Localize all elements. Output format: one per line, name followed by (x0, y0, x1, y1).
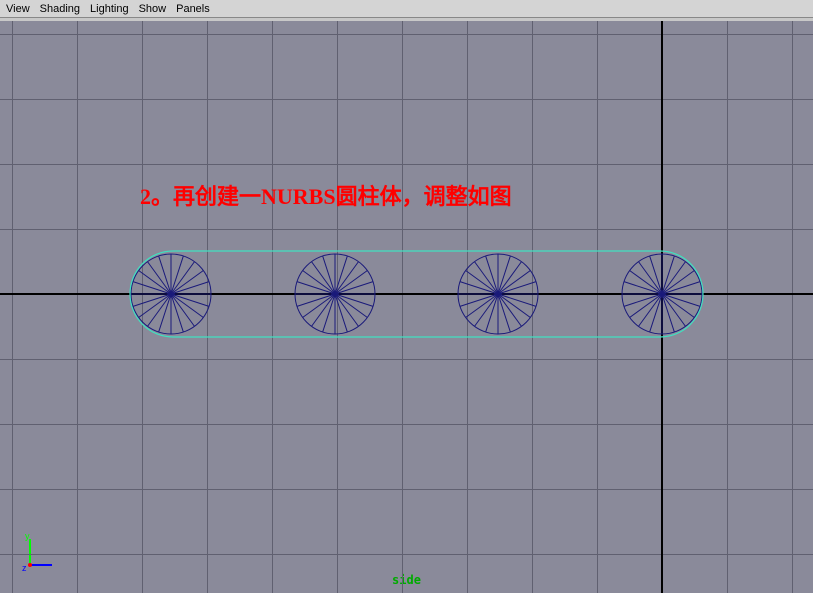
viewport-side[interactable]: side y z 2。再创建一NURBS圆柱体，调整如图 (0, 21, 813, 593)
annotation-text: 2。再创建一NURBS圆柱体，调整如图 (140, 179, 512, 211)
grid-line-v (727, 21, 728, 593)
axis-gizmo: y z (22, 533, 62, 573)
grid-line-v (467, 21, 468, 593)
grid-line-v (77, 21, 78, 593)
axis-horizontal (0, 293, 813, 295)
menu-panels[interactable]: Panels (176, 3, 210, 15)
grid-line-v (337, 21, 338, 593)
grid-line-h (0, 229, 813, 230)
view-label: side (392, 573, 421, 587)
menu-view[interactable]: View (6, 3, 30, 15)
menu-shading[interactable]: Shading (40, 3, 80, 15)
axis-vertical (661, 21, 663, 593)
grid-line-h (0, 34, 813, 35)
grid-line-h (0, 359, 813, 360)
grid-line-h (0, 164, 813, 165)
grid-line-v (792, 21, 793, 593)
grid-line-v (597, 21, 598, 593)
grid-line-v (272, 21, 273, 593)
menu-show[interactable]: Show (139, 3, 167, 15)
grid-line-h (0, 554, 813, 555)
gizmo-y-label: y (25, 533, 30, 541)
menu-lighting[interactable]: Lighting (90, 3, 129, 15)
grid-line-h (0, 99, 813, 100)
selection-outline (0, 21, 813, 593)
grid-line-v (207, 21, 208, 593)
grid-line-v (142, 21, 143, 593)
grid-line-h (0, 424, 813, 425)
grid-line-h (0, 489, 813, 490)
menu-bar: View Shading Lighting Show Panels (0, 0, 813, 18)
grid-line-v (532, 21, 533, 593)
grid-line-v (402, 21, 403, 593)
grid-line-v (12, 21, 13, 593)
gizmo-z-label: z (22, 563, 27, 573)
